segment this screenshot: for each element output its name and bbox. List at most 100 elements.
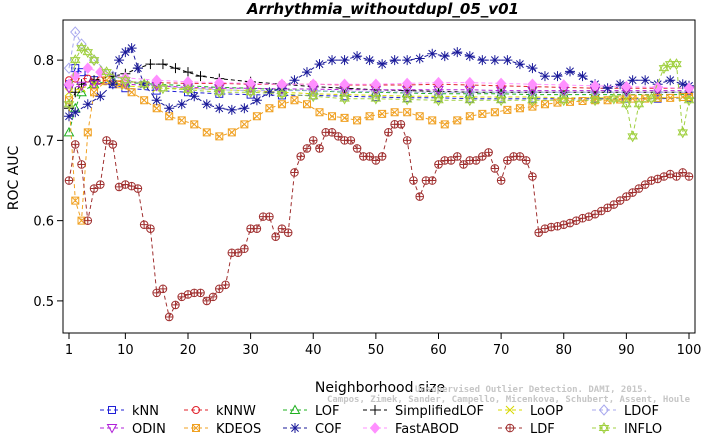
- data-point-cof: [377, 59, 388, 70]
- data-point-cof: [552, 71, 563, 82]
- data-point-ldf-cross: [685, 172, 693, 181]
- data-point-inflo: [646, 95, 657, 105]
- legend-marker-loop: [505, 405, 515, 415]
- legend-item-cof: COF: [283, 422, 342, 434]
- data-point-kdeos: [490, 108, 499, 117]
- legend-marker-kdeos: [192, 424, 200, 432]
- data-point-cof: [502, 55, 513, 66]
- data-point-inflo: [671, 61, 682, 71]
- data-point-inflo: [658, 65, 670, 75]
- data-point-ldf-cross: [83, 216, 92, 225]
- data-point-kdeos: [666, 93, 675, 102]
- data-point-ldf-cross: [534, 228, 543, 237]
- data-point-inflo: [633, 101, 645, 111]
- data-point-ldf-cross: [503, 156, 512, 165]
- legend-item-ldf: LDF: [498, 422, 555, 434]
- data-point-ldf-cross: [635, 184, 643, 193]
- x-tick-label: 50: [368, 343, 385, 358]
- data-point-ldf-cross: [271, 232, 280, 241]
- data-point-inflo: [245, 86, 256, 96]
- data-point-fastabod: [182, 76, 194, 88]
- data-point-knn: [77, 68, 86, 77]
- data-point-inflo: [608, 92, 620, 102]
- data-point-inflo: [558, 97, 570, 107]
- data-point-ldf-cross: [447, 156, 455, 165]
- data-point-kdeos: [353, 116, 362, 125]
- data-point-ldof: [464, 86, 475, 98]
- data-point-kdeos: [578, 97, 587, 106]
- data-point-kdeos: [365, 112, 374, 121]
- data-point-fastabod: [82, 62, 93, 74]
- y-axis: 0.5 0.6 0.7 0.8: [33, 54, 63, 310]
- data-point-cof: [615, 79, 626, 90]
- data-point-inflo: [683, 97, 695, 107]
- data-point-cof: [640, 75, 651, 86]
- series-line-simplifiedlof: [68, 63, 689, 109]
- legend-label: INFLO: [624, 422, 662, 434]
- legend-marker-cof: [290, 423, 300, 433]
- data-point-inflo: [214, 89, 225, 99]
- data-point-inflo: [677, 129, 689, 139]
- data-point-cof: [439, 51, 450, 62]
- legend-marker-inflo: [598, 422, 610, 431]
- legend-marker-fastabod: [369, 422, 381, 434]
- data-point-ldf-cross: [309, 136, 318, 145]
- legend-item-loop: LoOP: [498, 404, 563, 419]
- data-point-ldf-cross: [177, 293, 186, 301]
- data-point-ldf-cross: [284, 228, 292, 237]
- data-point-inflo: [138, 78, 150, 88]
- data-point-fastabod: [558, 79, 569, 91]
- data-point-ldf-cross: [215, 285, 224, 293]
- data-point-inflo: [627, 130, 638, 140]
- data-point-ldf-cross: [77, 160, 86, 169]
- data-point-inflo: [621, 98, 632, 108]
- data-point-ldf-cross: [409, 176, 418, 185]
- x-tick-label: 80: [555, 343, 572, 358]
- chart-title: Arrhythmia_withoutdupl_05_v01: [246, 0, 519, 18]
- legend-marker-ldof: [598, 404, 610, 416]
- data-point-kdeos: [90, 88, 99, 97]
- data-point-cof: [114, 55, 125, 66]
- data-point-ldf-cross: [372, 156, 380, 165]
- data-point-kdeos: [152, 104, 161, 113]
- data-point-kdeos: [440, 120, 449, 129]
- data-point-ldf-cross: [428, 176, 437, 185]
- data-point-inflo: [433, 94, 444, 104]
- data-point-kdeos: [515, 104, 524, 113]
- data-point-ldf-cross: [303, 144, 311, 153]
- data-point-cof: [201, 99, 212, 110]
- data-point-inflo: [82, 49, 94, 59]
- data-point-inflo: [646, 92, 657, 102]
- data-point-cof: [389, 55, 400, 66]
- series-line-ldof: [68, 30, 689, 93]
- legend: kNN kNNW LOF SimplifiedLOF LoOP LDOF ODIN KDEOS…: [100, 404, 662, 434]
- data-point-ldf-cross: [334, 132, 343, 141]
- legend-item-odin: ODIN: [100, 422, 166, 434]
- data-point-ldf-cross: [71, 140, 80, 149]
- data-point-ldf-cross: [202, 297, 211, 305]
- legend-label: SimplifiedLOF: [395, 404, 484, 419]
- data-point-ldf-cross: [472, 156, 480, 165]
- data-point-ldf-cross: [415, 192, 424, 201]
- data-point-kdeos: [190, 120, 199, 129]
- data-point-ldf-cross: [666, 170, 675, 178]
- data-point-ldf-cross: [328, 128, 336, 137]
- data-point-cof: [126, 43, 137, 54]
- data-point-inflo: [589, 97, 601, 107]
- data-point-fastabod: [245, 77, 256, 90]
- data-point-cof: [82, 99, 93, 110]
- data-point-kdeos: [240, 120, 249, 129]
- data-point-fastabod: [683, 82, 695, 94]
- data-point-kdeos: [340, 113, 349, 122]
- data-point-kdeos: [378, 109, 387, 118]
- legend-marker-knnw: [192, 406, 200, 414]
- data-point-cof: [364, 55, 375, 66]
- x-tick-label: 90: [618, 343, 635, 358]
- data-point-ldof: [63, 62, 75, 74]
- data-point-inflo: [120, 77, 131, 87]
- data-point-ldf-cross: [522, 156, 530, 165]
- data-point-fastabod: [527, 78, 538, 90]
- data-point-ldf-cross: [140, 220, 148, 229]
- data-point-ldf-cross: [678, 168, 687, 177]
- data-point-ldf-cross: [459, 160, 468, 169]
